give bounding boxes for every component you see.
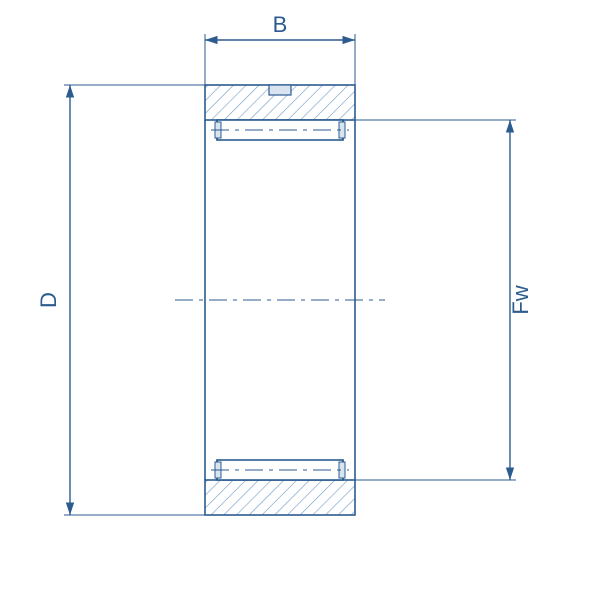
- bearing-cross-section: B D Fw: [0, 0, 600, 600]
- dim-label-b: B: [273, 12, 288, 37]
- dim-label-fw: Fw: [508, 285, 533, 314]
- dim-label-d: D: [36, 292, 61, 308]
